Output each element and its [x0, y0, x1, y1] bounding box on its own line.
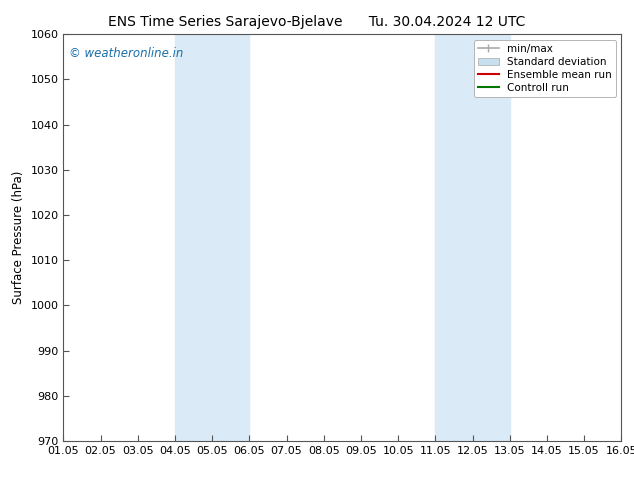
Text: ENS Time Series Sarajevo-Bjelave      Tu. 30.04.2024 12 UTC: ENS Time Series Sarajevo-Bjelave Tu. 30.… [108, 15, 526, 29]
Y-axis label: Surface Pressure (hPa): Surface Pressure (hPa) [12, 171, 25, 304]
Bar [175, 34, 249, 441]
Legend: min/max, Standard deviation, Ensemble mean run, Controll run: min/max, Standard deviation, Ensemble me… [474, 40, 616, 97]
Bar [436, 34, 510, 441]
Text: © weatheronline.in: © weatheronline.in [69, 47, 183, 59]
